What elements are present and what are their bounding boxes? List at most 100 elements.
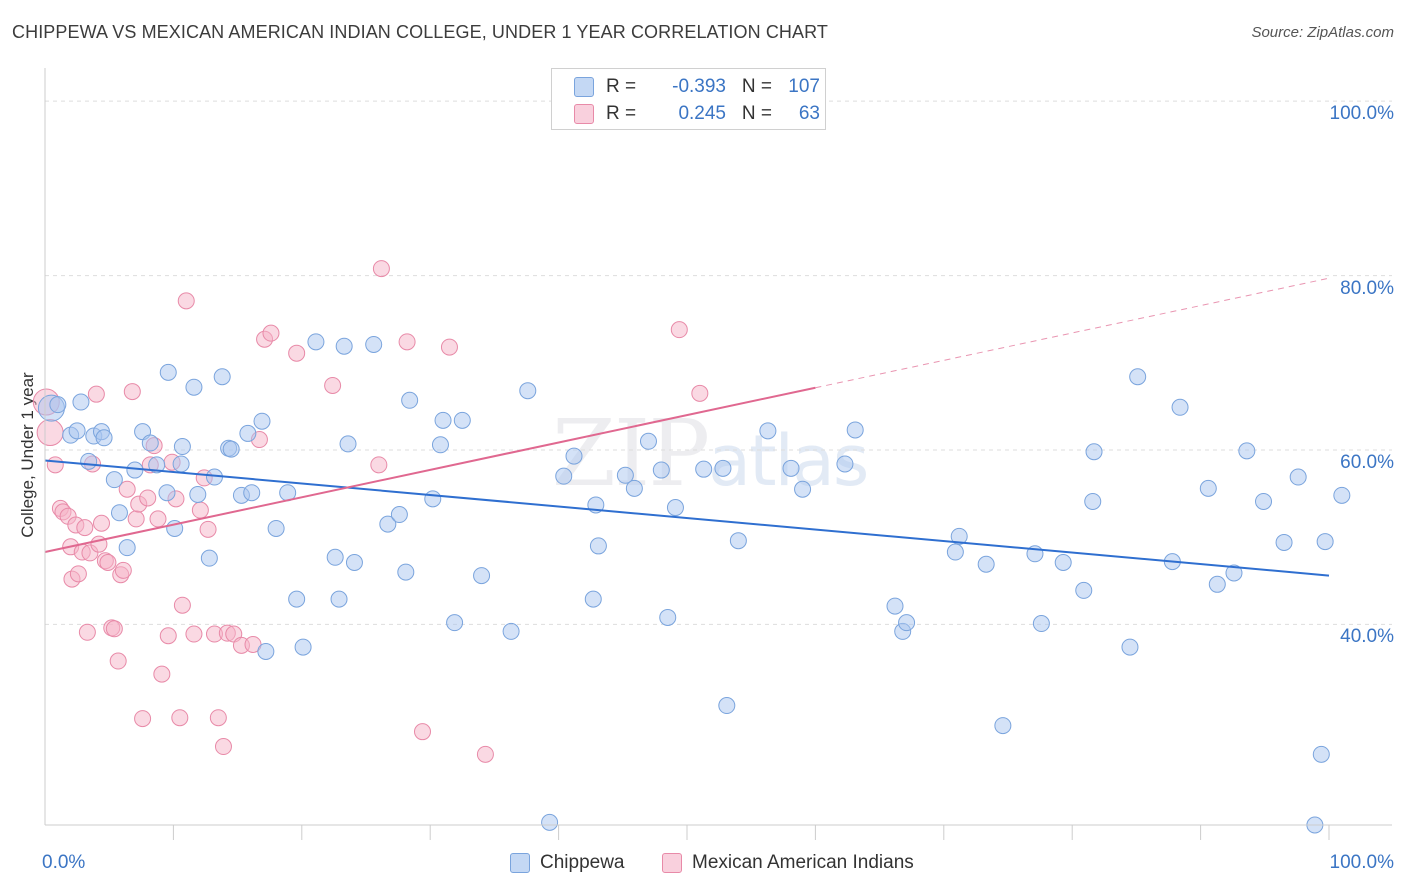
chippewa-point — [589, 537, 607, 555]
chippewa-point — [846, 421, 864, 439]
chippewa-point — [1255, 492, 1273, 510]
legend-swatch-mexican — [574, 104, 594, 124]
chippewa-point — [397, 563, 415, 581]
chippewa-point — [565, 447, 583, 465]
chippewa-point — [126, 461, 144, 479]
chippewa-point — [729, 532, 747, 550]
chippewa-point — [49, 396, 67, 414]
chippewa-point — [95, 429, 113, 447]
y-tick-label: 100.0% — [1329, 103, 1394, 125]
legend-n-value: 107 — [788, 76, 820, 97]
chippewa-point — [836, 455, 854, 473]
legend-row-chippewa: R = -0.393 N = 107 — [574, 74, 820, 100]
mexican-american-indians-point — [173, 596, 191, 614]
mexican-american-indians-point — [109, 652, 127, 670]
chippewa-point — [335, 337, 353, 355]
mexican-american-indians-point — [123, 383, 141, 401]
chippewa-point — [1121, 638, 1139, 656]
mexican-american-indians-point — [76, 519, 94, 537]
mexican-american-indians-point — [398, 333, 416, 351]
chippewa-point — [1084, 492, 1102, 510]
chippewa-point — [1275, 533, 1293, 551]
y-tick-label: 80.0% — [1340, 277, 1394, 299]
mexican-american-indians-point — [209, 709, 227, 727]
chippewa-point — [1208, 575, 1226, 593]
chippewa-point — [541, 813, 559, 831]
mexican-american-indians-point — [370, 456, 388, 474]
mexican-american-indians-point — [99, 554, 117, 571]
mexican-american-indians-point — [413, 723, 431, 741]
chippewa-point — [1075, 581, 1093, 599]
chippewa-point — [946, 543, 964, 561]
points-layer — [32, 260, 1351, 834]
chippewa-point — [1333, 486, 1351, 504]
chippewa-point — [172, 455, 190, 473]
legend-label-mexican: Mexican American Indians — [692, 852, 914, 873]
mexican-american-indians-point — [36, 419, 64, 447]
chippewa-point — [200, 549, 218, 567]
chippewa-point — [950, 527, 968, 545]
mexican-american-indians-point — [177, 292, 195, 310]
chippewa-point — [1316, 533, 1334, 551]
legend-n-label: N = — [741, 103, 772, 124]
chippewa-point — [1312, 745, 1330, 763]
chippewa-point — [555, 467, 573, 485]
chippewa-point — [434, 411, 452, 429]
mexican-american-indians-point — [476, 745, 494, 763]
chippewa-point — [141, 434, 159, 452]
legend-row-mexican: R = 0.245 N = 63 — [574, 101, 820, 127]
legend-r-value: 0.245 — [678, 103, 726, 124]
chippewa-point — [294, 638, 312, 656]
mexican-american-indians-point — [46, 456, 64, 474]
chippewa-point — [239, 424, 257, 442]
mexican-american-indians-point — [214, 738, 232, 756]
legend-r-value: -0.393 — [672, 76, 726, 97]
chippewa-point — [584, 590, 602, 608]
chippewa-point — [794, 480, 812, 498]
trend-layer — [44, 277, 1330, 577]
chippewa-point — [110, 504, 128, 522]
chippewa-point — [267, 519, 285, 537]
chippewa-point — [718, 697, 736, 715]
chippewa-point — [379, 515, 397, 533]
chippewa-point — [1238, 442, 1256, 460]
chippewa-point — [977, 555, 995, 573]
mexican-american-indians-point — [134, 710, 152, 728]
mexican-american-indians-point — [691, 384, 709, 402]
chippewa-point — [401, 391, 419, 409]
chippewa-point — [519, 382, 537, 400]
chippewa-point — [639, 432, 657, 450]
chippewa-point — [1171, 398, 1189, 416]
chippewa-point — [118, 539, 136, 557]
mexican-american-indians-point — [191, 501, 209, 519]
chippewa-point — [159, 363, 177, 381]
mexican-american-indians-point — [171, 709, 189, 727]
chippewa-point — [759, 422, 777, 440]
mexican-trend-line — [44, 386, 816, 554]
legend-item-chippewa[interactable]: Chippewa — [510, 852, 625, 874]
grid-layer — [45, 100, 1392, 625]
y-tick-label: 40.0% — [1340, 626, 1394, 648]
chippewa-point — [898, 614, 916, 632]
chippewa-trend-line — [44, 459, 1330, 577]
chippewa-point — [80, 452, 98, 470]
chippewa-point — [1225, 564, 1243, 582]
chippewa-point — [666, 499, 684, 517]
chippewa-point — [1289, 468, 1307, 486]
chippewa-point — [185, 378, 203, 396]
legend-n-label: N = — [741, 76, 772, 97]
chart-title: CHIPPEWA VS MEXICAN AMERICAN INDIAN COLL… — [12, 22, 828, 42]
mexican-american-indians-point — [69, 565, 87, 583]
chippewa-point — [1199, 479, 1217, 497]
chippewa-point — [1129, 368, 1147, 386]
chippewa-point — [616, 466, 634, 484]
legend-label-chippewa: Chippewa — [540, 852, 625, 873]
chippewa-point — [424, 490, 442, 508]
legend-item-mexican[interactable]: Mexican American Indians — [662, 852, 914, 874]
chippewa-point — [105, 471, 123, 489]
chippewa-point — [222, 440, 240, 458]
mexican-american-indians-point — [139, 489, 157, 507]
chippewa-point — [390, 506, 408, 524]
chippewa-point — [782, 459, 800, 477]
